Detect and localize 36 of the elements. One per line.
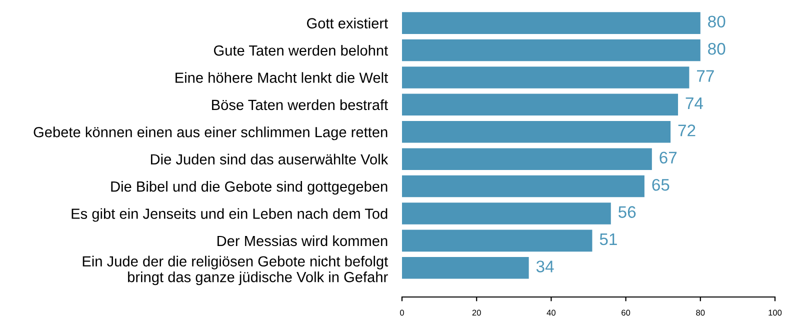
bar <box>402 148 652 170</box>
bar <box>402 39 700 62</box>
y-tick-label: Gute Taten werden belohnt <box>214 44 388 56</box>
data-label: 67 <box>660 152 677 164</box>
data-label: 80 <box>708 16 726 28</box>
y-tick-label: Gott existiert <box>306 18 388 28</box>
x-tick-label: 0 <box>400 310 404 316</box>
y-tick-label: Ein Jude der die religiösen Gebote nicht befolgt bringt das ganze jüdische Volk in Gefahr <box>82 256 388 286</box>
y-tick-label: Eine höhere Macht lenkt die Welt <box>176 72 388 83</box>
data-label: 80 <box>708 42 726 55</box>
data-label: 34 <box>536 260 554 272</box>
data-label: 72 <box>678 124 696 136</box>
data-label: 56 <box>618 206 636 218</box>
bar <box>402 175 644 198</box>
x-tick-label: 20 <box>472 310 481 316</box>
bar <box>402 66 690 88</box>
data-label: 65 <box>652 178 670 191</box>
bar <box>402 120 671 143</box>
data-label: 51 <box>600 234 617 246</box>
y-tick-label: Die Juden sind das auserwählte Volk <box>150 154 388 165</box>
x-tick-label: 40 <box>546 310 556 316</box>
bar <box>402 257 529 279</box>
data-label: 77 <box>697 70 714 82</box>
y-tick-label: Böse Taten werden bestraft <box>212 99 388 110</box>
bar <box>402 230 592 252</box>
bar <box>402 12 700 34</box>
bar <box>402 94 678 116</box>
y-tick-label: Es gibt ein Jenseits und ein Leben nach dem Tod <box>72 208 388 222</box>
y-tick-label: Die Bibel und die Gebote sind gottgegeben <box>111 180 388 195</box>
y-tick-label: Gebete können einen aus einer schlimmen Lage retten <box>34 126 388 140</box>
bar <box>402 202 611 224</box>
data-label: 74 <box>686 98 704 109</box>
x-tick-label: 100 <box>768 310 782 316</box>
x-tick-label: 80 <box>696 310 705 316</box>
x-tick-label: 60 <box>622 310 630 316</box>
y-tick-label: Der Messias wird kommen <box>218 235 388 246</box>
